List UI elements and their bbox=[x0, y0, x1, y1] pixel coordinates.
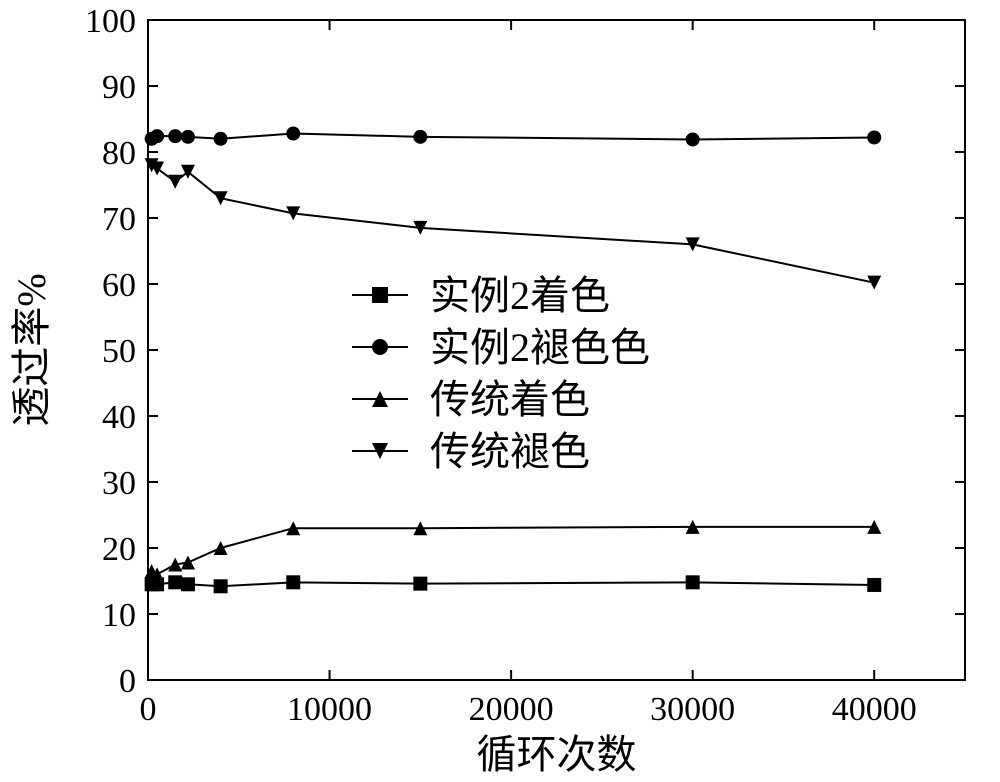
series-s3 bbox=[145, 520, 882, 582]
y-tick-label: 30 bbox=[102, 465, 136, 502]
x-tick-label: 20000 bbox=[469, 691, 554, 728]
marker-square-icon bbox=[181, 577, 195, 591]
marker-circle-icon bbox=[413, 130, 427, 144]
legend-marker-square-icon bbox=[372, 287, 388, 303]
y-tick-label: 60 bbox=[102, 267, 136, 304]
marker-circle-icon bbox=[150, 129, 164, 143]
series-s2 bbox=[145, 127, 882, 147]
marker-square-icon bbox=[867, 578, 881, 592]
marker-triangle-down-icon bbox=[214, 191, 228, 205]
marker-square-icon bbox=[286, 575, 300, 589]
marker-circle-icon bbox=[214, 132, 228, 146]
marker-triangle-down-icon bbox=[867, 276, 881, 290]
y-axis-label: 透过率% bbox=[9, 273, 54, 426]
x-tick-label: 10000 bbox=[287, 691, 372, 728]
series-s4 bbox=[145, 158, 882, 289]
marker-square-icon bbox=[214, 579, 228, 593]
legend-label: 传统褪色 bbox=[430, 429, 590, 474]
series-s1 bbox=[145, 575, 882, 593]
series-line bbox=[152, 527, 875, 575]
marker-triangle-up-icon bbox=[214, 541, 228, 555]
legend-label: 实例2褪色色 bbox=[430, 325, 650, 370]
marker-triangle-down-icon bbox=[168, 175, 182, 189]
series-line bbox=[152, 582, 875, 586]
marker-square-icon bbox=[168, 575, 182, 589]
marker-circle-icon bbox=[286, 127, 300, 141]
y-tick-label: 80 bbox=[102, 135, 136, 172]
marker-circle-icon bbox=[686, 132, 700, 146]
x-tick-label: 0 bbox=[140, 691, 157, 728]
y-tick-label: 0 bbox=[119, 663, 136, 700]
y-tick-label: 70 bbox=[102, 201, 136, 238]
y-tick-label: 100 bbox=[85, 3, 136, 40]
y-tick-label: 20 bbox=[102, 531, 136, 568]
marker-circle-icon bbox=[181, 130, 195, 144]
marker-circle-icon bbox=[867, 130, 881, 144]
x-tick-label: 30000 bbox=[650, 691, 735, 728]
x-axis-label: 循环次数 bbox=[477, 732, 637, 777]
y-tick-label: 90 bbox=[102, 69, 136, 106]
series-line bbox=[152, 165, 875, 282]
y-tick-label: 50 bbox=[102, 333, 136, 370]
marker-square-icon bbox=[686, 575, 700, 589]
legend-label: 实例2着色 bbox=[430, 273, 610, 318]
y-tick-label: 10 bbox=[102, 597, 136, 634]
legend-marker-circle-icon bbox=[372, 339, 388, 355]
legend-label: 传统着色 bbox=[430, 377, 590, 422]
x-tick-label: 40000 bbox=[832, 691, 917, 728]
marker-square-icon bbox=[413, 577, 427, 591]
series-line bbox=[152, 134, 875, 140]
y-tick-label: 40 bbox=[102, 399, 136, 436]
chart-svg: 0 10000 20000 30000 40000 0 10 20 30 40 50 60 70 80 90… bbox=[0, 0, 1000, 782]
chart-container: 0 10000 20000 30000 40000 0 10 20 30 40 50 60 70 80 90… bbox=[0, 0, 1000, 782]
marker-circle-icon bbox=[168, 129, 182, 143]
